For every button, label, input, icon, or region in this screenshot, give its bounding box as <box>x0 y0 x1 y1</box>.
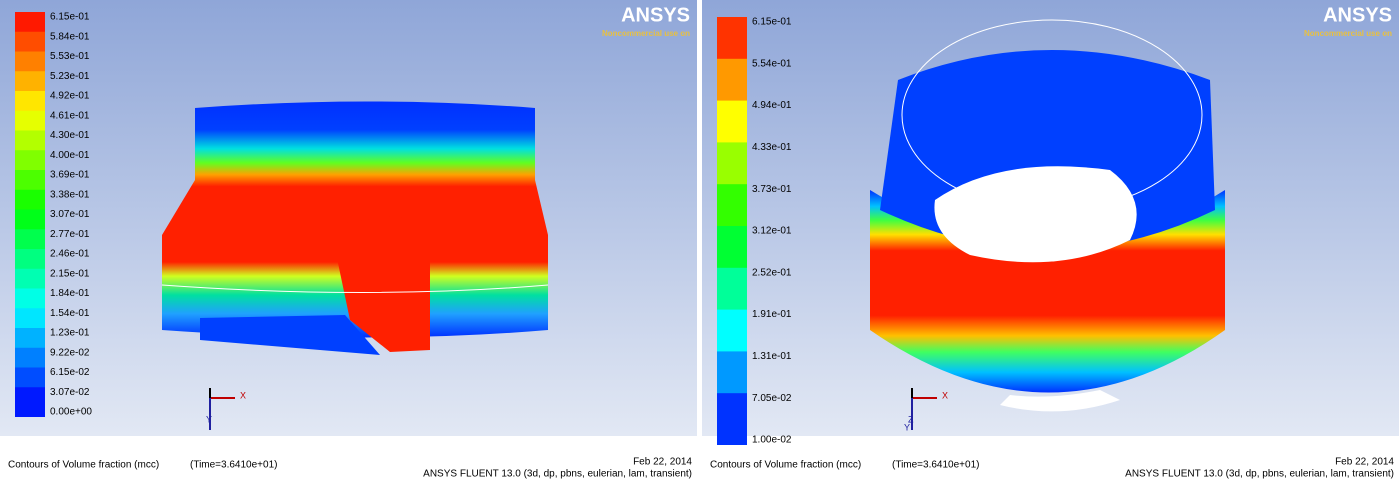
colorbar-band <box>15 91 45 111</box>
colorbar-band <box>15 170 45 190</box>
colorbar-band <box>717 393 747 445</box>
logo-note: Noncommercial use on <box>1304 29 1392 38</box>
page: 6.15e-01 5.84e-01 5.53e-01 5.23e-01 4.92e-01… <box>0 0 1399 490</box>
colorbar-band <box>15 32 45 52</box>
colorbar-label: 1.00e-02 <box>752 435 792 446</box>
colorbar-band <box>717 17 747 59</box>
colorbar-label: 1.84e-01 <box>50 288 90 299</box>
colorbar-label: 3.73e-01 <box>752 184 792 195</box>
caption-solver: ANSYS FLUENT 13.0 (3d, dp, pbns, euleria… <box>423 469 692 480</box>
colorbar-label: 4.92e-01 <box>50 91 90 102</box>
colorbar-band <box>15 210 45 230</box>
axis-label: X <box>240 390 246 400</box>
logo-brand: ANSYS <box>621 4 690 26</box>
caption-title: Contours of Volume fraction (mcc) <box>8 460 159 471</box>
colorbar-band <box>717 351 747 393</box>
colorbar-label: 2.77e-01 <box>50 229 90 240</box>
colorbar-band <box>15 52 45 72</box>
colorbar-label: 5.84e-01 <box>50 31 90 42</box>
colorbar-band <box>15 229 45 249</box>
colorbar-label: 1.31e-01 <box>752 351 792 362</box>
colorbar-band <box>15 12 45 32</box>
colorbar-band <box>717 268 747 310</box>
colorbar-label: 3.07e-01 <box>50 209 90 220</box>
caption-date: Feb 22, 2014 <box>633 457 692 468</box>
colorbar-label: 3.69e-01 <box>50 170 90 181</box>
colorbar-label: 1.54e-01 <box>50 308 90 319</box>
contour-left <box>162 102 548 356</box>
colorbar-label: 5.54e-01 <box>752 58 792 69</box>
colorbar-label: 6.15e-01 <box>50 12 90 23</box>
colorbar-band <box>15 368 45 388</box>
colorbar-label: 2.15e-01 <box>50 268 90 279</box>
colorbar-band <box>717 101 747 143</box>
caption-time: (Time=3.6410e+01) <box>892 460 979 471</box>
caption-title: Contours of Volume fraction (mcc) <box>710 460 861 471</box>
colorbar-label: 1.23e-01 <box>50 328 90 339</box>
colorbar-label: 4.00e-01 <box>50 150 90 161</box>
caption-date: Feb 22, 2014 <box>1335 457 1394 468</box>
colorbar-band <box>15 269 45 289</box>
colorbar-band <box>15 190 45 210</box>
colorbar-label: 5.23e-01 <box>50 71 90 82</box>
colorbar-label: 4.61e-01 <box>50 110 90 121</box>
colorbar-label: 6.15e-02 <box>50 367 90 378</box>
axis-label: Y <box>206 414 212 424</box>
axis-label: X <box>942 390 948 400</box>
colorbar-label: 9.22e-02 <box>50 347 90 358</box>
colorbar-band <box>15 71 45 91</box>
colorbar-band <box>15 249 45 269</box>
colorbar-label: 7.05e-02 <box>752 393 792 404</box>
colorbar-band <box>15 328 45 348</box>
contour-right <box>870 20 1225 411</box>
screenshot: 6.15e-01 5.84e-01 5.53e-01 5.23e-01 4.92e-01… <box>0 0 1399 490</box>
colorbar-band <box>717 226 747 268</box>
colorbar-label: 3.07e-02 <box>50 387 90 398</box>
logo-brand: ANSYS <box>1323 4 1392 26</box>
colorbar-label: 4.30e-01 <box>50 130 90 141</box>
colorbar-band <box>15 308 45 328</box>
colorbar-band <box>717 142 747 184</box>
colorbar-label: 3.12e-01 <box>752 226 792 237</box>
colorbar-band <box>15 289 45 309</box>
axis-label: Y <box>904 422 910 432</box>
colorbar-band <box>15 111 45 131</box>
colorbar-band <box>15 348 45 368</box>
colorbar-band <box>15 387 45 417</box>
caption-solver: ANSYS FLUENT 13.0 (3d, dp, pbns, euleria… <box>1125 469 1394 480</box>
logo-note: Noncommercial use on <box>602 29 690 38</box>
colorbar-label: 2.52e-01 <box>752 267 792 278</box>
colorbar-label: 2.46e-01 <box>50 249 90 260</box>
colorbar-band <box>717 59 747 101</box>
colorbar-label: 4.33e-01 <box>752 142 792 153</box>
colorbar-band <box>717 310 747 352</box>
colorbar-band <box>717 184 747 226</box>
colorbar-label: 4.94e-01 <box>752 100 792 111</box>
colorbar-label: 6.15e-01 <box>752 17 792 28</box>
colorbar-label: 1.91e-01 <box>752 309 792 320</box>
colorbar-label: 3.38e-01 <box>50 189 90 200</box>
colorbar-band <box>15 150 45 170</box>
colorbar-band <box>15 131 45 151</box>
colorbar-label: 5.53e-01 <box>50 51 90 62</box>
colorbar-label: 0.00e+00 <box>50 407 92 418</box>
caption-time: (Time=3.6410e+01) <box>190 460 277 471</box>
